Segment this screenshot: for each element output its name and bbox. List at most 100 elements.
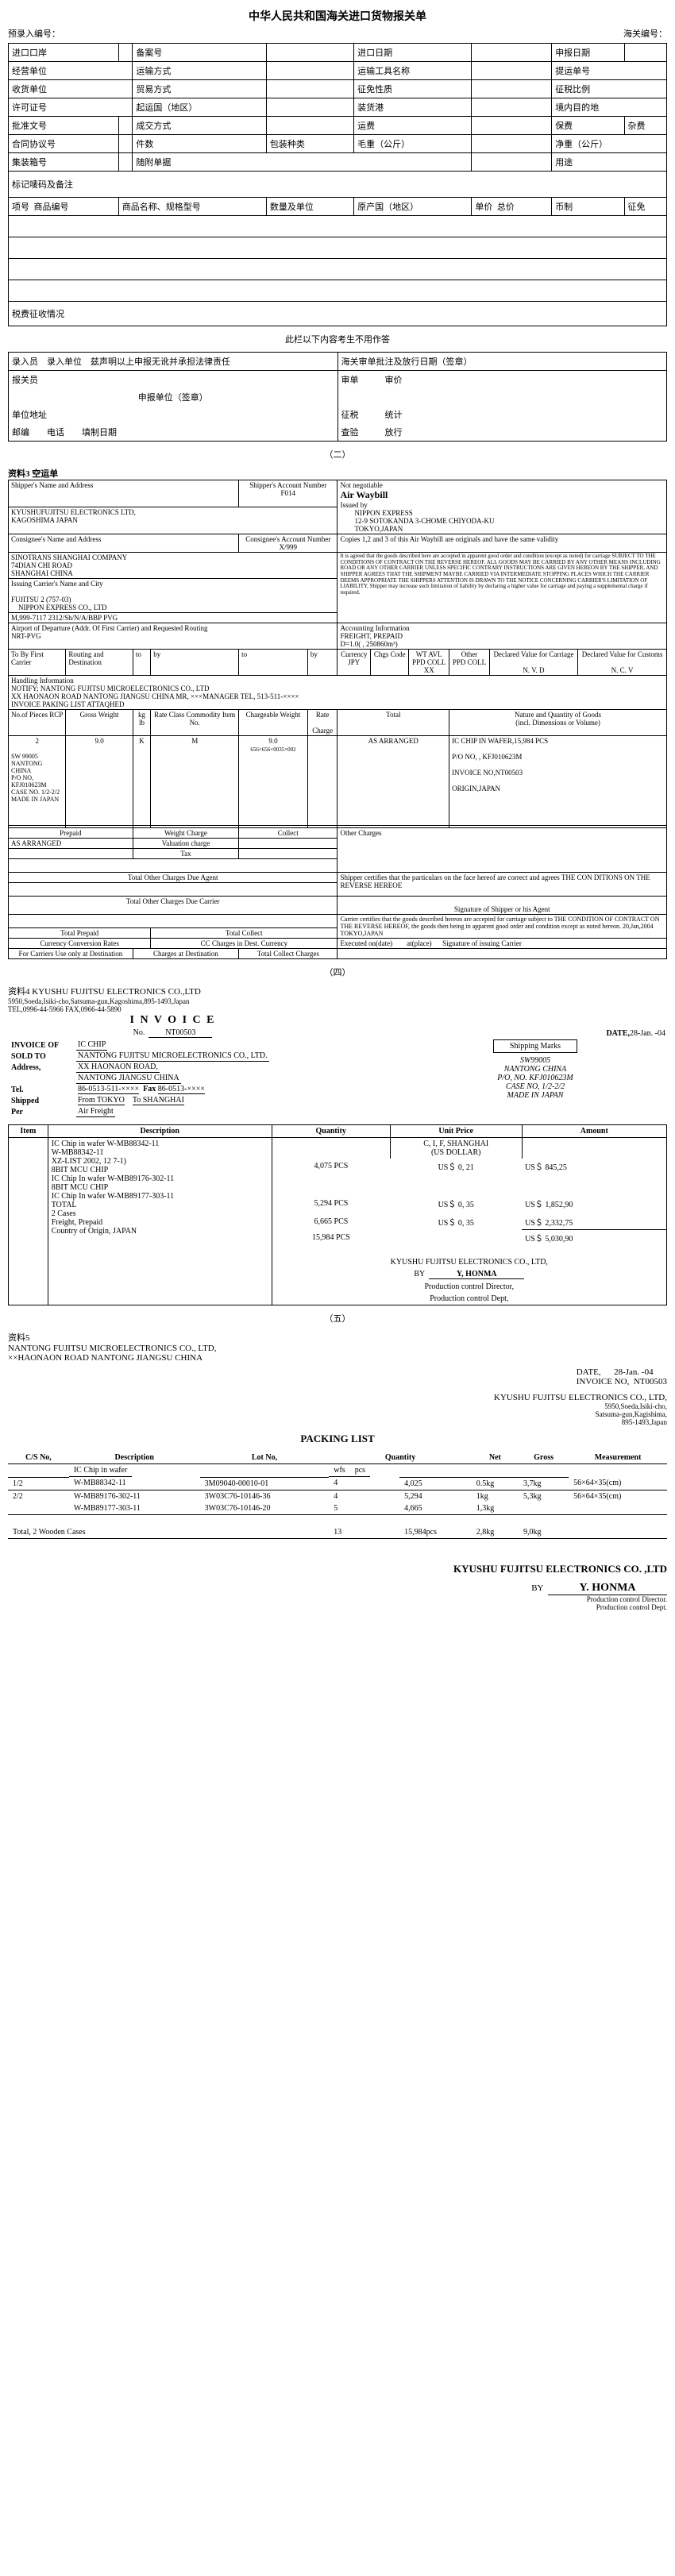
f-consignee[interactable]: 收货单位 — [9, 80, 133, 98]
price-3: US＄ 0, 35 — [390, 1214, 522, 1230]
item-row-2[interactable] — [9, 237, 667, 259]
f-vessel[interactable]: 运输工具名称 — [354, 62, 472, 80]
pk-inv: NT00503 — [634, 1377, 667, 1386]
desc-6: 8BIT MCU CHIP — [52, 1183, 268, 1192]
f-license[interactable]: 许可证号 — [9, 98, 133, 117]
f-net[interactable]: 净重（公斤） — [552, 135, 667, 153]
shipped-label: Shipped — [10, 1095, 76, 1106]
f-misc[interactable]: 杂费 — [624, 117, 666, 135]
sig-name: Y, HONMA — [429, 1270, 524, 1279]
h-gross: Gross Weight — [66, 710, 133, 736]
marks-label: Shipping Marks — [493, 1039, 577, 1053]
pk-date: 28-Jan. -04 — [614, 1367, 654, 1377]
h-wtavl: WT AVL — [416, 650, 442, 658]
prelim-no-label: 预录入编号： — [8, 27, 60, 40]
v-k: K — [133, 736, 150, 826]
f-bl[interactable]: 提运单号 — [552, 62, 667, 80]
pk-sig-co: KYUSHU FUJITSU ELECTRONICS CO. ,LTD — [8, 1563, 667, 1575]
f-declarant: 报关员 — [12, 376, 38, 385]
dims: D=1.0( , 250860m³) — [340, 640, 397, 648]
desc-1: IC Chip in wafer W-MB88342-11 — [52, 1140, 268, 1148]
v-gross: 9.0 — [66, 736, 133, 826]
item-row-4[interactable] — [9, 280, 667, 302]
pk-date-label: DATE, — [577, 1367, 601, 1377]
f-exempt[interactable]: 征免性质 — [354, 80, 472, 98]
f-impdate[interactable]: 进口日期 — [354, 44, 472, 62]
f-unitaddr: 单位地址 — [12, 411, 47, 420]
ph-lot: Lot No, — [200, 1452, 330, 1464]
f-transport[interactable]: 运输方式 — [133, 62, 267, 80]
page-2-marker: （二） — [8, 448, 667, 461]
resource-3-title: 资料3 空运单 — [8, 467, 667, 480]
f-docs[interactable]: 随附单据 — [133, 153, 472, 172]
item-row-1[interactable] — [9, 216, 667, 237]
conditions-text: It is agreed that the goods described he… — [340, 553, 660, 596]
fax: 86-0513-×××× — [158, 1085, 205, 1094]
pk-cat: IC Chip in wafer — [69, 1464, 133, 1477]
shipper-label: Shipper's Name and Address — [11, 481, 93, 489]
exec-date: Executed on(date) — [340, 939, 392, 947]
ih-desc: Description — [48, 1125, 272, 1138]
ih-item: Item — [9, 1125, 48, 1138]
f-terms[interactable]: 成交方式 — [133, 117, 267, 135]
f-pack[interactable]: 包装种类 — [266, 135, 353, 153]
f-use[interactable]: 用途 — [552, 153, 667, 172]
v-dvcust: N. C. V — [611, 666, 634, 674]
carrier-cert: Carrier certifies that the goods describ… — [340, 916, 659, 937]
f-insurance[interactable]: 保费 — [552, 117, 624, 135]
f-approval[interactable]: 批准文号 — [9, 117, 119, 135]
sold-to-label: SOLD TO — [10, 1051, 76, 1062]
ph-gross: Gross — [519, 1452, 569, 1464]
inv-no: NT00503 — [148, 1028, 212, 1038]
no-answer-notice: 此栏以下内容考生不用作答 — [8, 333, 667, 345]
acct-info-label: Accounting Information — [340, 624, 409, 632]
customs-approval: 海关审单批注及放行日期（签章） — [338, 353, 667, 371]
f-loadport[interactable]: 装货港 — [354, 98, 472, 117]
f-phone: 电话 — [47, 428, 64, 438]
at-place: at(place) — [407, 939, 431, 947]
tax: Tax — [133, 849, 238, 859]
f-tax[interactable]: 税费征收情况 — [9, 302, 667, 326]
page-5-marker: （五） — [8, 1312, 667, 1325]
consignee-addr1: 74DIAN CHI ROAD — [11, 561, 72, 569]
f-release: 放行 — [385, 428, 403, 438]
issuer-addr1: 12-9 SOTOKANDA 3-CHOME CHIYODA-KU — [354, 517, 494, 525]
f-freight[interactable]: 运费 — [354, 117, 472, 135]
f-container[interactable]: 集装箱号 — [9, 153, 119, 172]
carrier-name: FUJITSU 2 (757-03) — [11, 596, 71, 604]
consignee-label: Consignee's Name and Address — [11, 535, 101, 543]
inv-no-label: No. — [133, 1028, 145, 1037]
f-marks[interactable]: 标记唛码及备注 — [9, 172, 667, 198]
desc-7: IC Chip In wafer W-MB89177-303-11 — [52, 1192, 268, 1201]
f-origin[interactable]: 起运国（地区） — [133, 98, 267, 117]
h-wtcharge: Weight Charge — [164, 829, 207, 837]
h-rate2: Rate — [316, 711, 330, 719]
f-dest[interactable]: 境内目的地 — [552, 98, 667, 117]
f-gross[interactable]: 毛重（公斤） — [354, 135, 472, 153]
desc-4: 8BIT MCU CHIP — [52, 1166, 268, 1174]
customs-no-label: 海关编号： — [623, 27, 667, 40]
f-port[interactable]: 进口口岸 — [9, 44, 119, 62]
total-prepaid: Total Prepaid — [9, 928, 151, 939]
h-kg: kg lb — [133, 710, 150, 736]
ph-meas: Measurement — [569, 1452, 667, 1464]
h-item: 项号 商品编号 — [9, 198, 119, 216]
f-decldate[interactable]: 申报日期 — [552, 44, 624, 62]
f-pieces[interactable]: 件数 — [133, 135, 267, 153]
f-taxratio[interactable]: 征税比例 — [552, 80, 667, 98]
address2: NANTONG JIANGSU CHINA — [76, 1073, 181, 1084]
shipper-acct-label: Shipper's Account Number — [249, 481, 326, 489]
to-by-label: To By First Carrier — [9, 650, 66, 676]
f-entry-unit: 录入单位 — [47, 357, 82, 367]
f-operator[interactable]: 经营单位 — [9, 62, 133, 80]
tel: 86-0513-511-×××× — [78, 1085, 139, 1094]
marks: SW99005 NANTONG CHINA P/O, NO. KFJ010623… — [405, 1056, 665, 1100]
sig-shipper: Signature of Shipper or his Agent — [454, 905, 550, 913]
f-trade[interactable]: 贸易方式 — [133, 80, 267, 98]
v-pieces: 2 — [35, 737, 39, 745]
item-row-3[interactable] — [9, 259, 667, 280]
f-record[interactable]: 备案号 — [133, 44, 267, 62]
f-contract[interactable]: 合同协议号 — [9, 135, 119, 153]
consignee-name: SINOTRANS SHANGHAI COMPANY — [11, 553, 127, 561]
desc-3: XZ-LIST 2002, 12 7-1) — [52, 1157, 268, 1166]
